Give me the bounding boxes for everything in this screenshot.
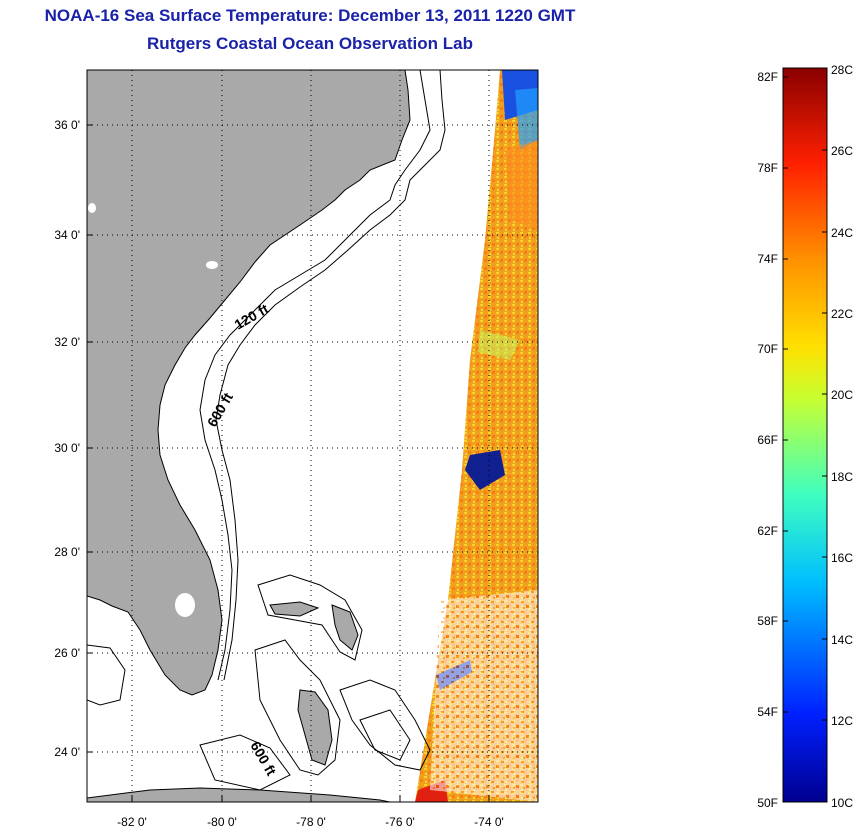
celsius-label: 24C — [831, 226, 853, 240]
fahrenheit-label: 70F — [757, 342, 778, 356]
grand-bahama-land — [269, 601, 320, 617]
graticule — [87, 70, 538, 802]
colorbar-fahrenheit-labels: 82F 78F 74F 70F 66F 62F 58F 54F 50F — [757, 70, 778, 810]
lat-label: 24 0' — [54, 745, 80, 759]
celsius-label: 16C — [831, 551, 853, 565]
celsius-label: 20C — [831, 388, 853, 402]
fahrenheit-label: 82F — [757, 70, 778, 84]
colorbar-celsius-labels: 28C 26C 24C 22C 20C 18C 16C 14C 12C 10C — [831, 63, 853, 810]
fahrenheit-label: 58F — [757, 614, 778, 628]
lat-label: 34 0' — [54, 228, 80, 242]
map-title: NOAA-16 Sea Surface Temperature: Decembe… — [44, 6, 576, 25]
lat-label: 36 0' — [54, 118, 80, 132]
lat-label: 32 0' — [54, 335, 80, 349]
celsius-label: 26C — [831, 144, 853, 158]
lon-label: -78 0' — [296, 815, 326, 829]
sst-swath — [415, 70, 538, 802]
celsius-label: 14C — [831, 633, 853, 647]
lat-label: 26 0' — [54, 646, 80, 660]
fahrenheit-label: 54F — [757, 705, 778, 719]
celsius-label: 22C — [831, 307, 853, 321]
longitude-labels: -82 0' -80 0' -78 0' -76 0' -74 0' — [117, 815, 504, 829]
lat-label: 28 0' — [54, 545, 80, 559]
inland-lake — [88, 203, 96, 213]
cuba-land — [87, 787, 391, 802]
lon-label: -82 0' — [117, 815, 147, 829]
fahrenheit-label: 62F — [757, 524, 778, 538]
colorbar-ticks — [783, 76, 827, 721]
lake-okeechobee — [175, 593, 195, 617]
fahrenheit-label: 74F — [757, 252, 778, 266]
bahamas-andros-land — [297, 689, 333, 766]
map-ticks — [87, 124, 490, 802]
lon-label: -74 0' — [474, 815, 504, 829]
map-frame — [86, 69, 539, 803]
map-subtitle: Rutgers Coastal Ocean Observation Lab — [147, 34, 473, 53]
fahrenheit-label: 78F — [757, 161, 778, 175]
fahrenheit-label: 66F — [757, 433, 778, 447]
lon-label: -80 0' — [207, 815, 237, 829]
celsius-label: 12C — [831, 714, 853, 728]
latitude-labels: 36 0' 34 0' 32 0' 30 0' 28 0' 26 0' 24 0… — [54, 118, 80, 759]
lon-label: -76 0' — [385, 815, 415, 829]
inland-lake — [206, 261, 218, 269]
celsius-label: 18C — [831, 470, 853, 484]
temperature-colorbar — [782, 67, 828, 803]
fahrenheit-label: 50F — [757, 796, 778, 810]
celsius-label: 10C — [831, 796, 853, 810]
bathymetry-contours — [87, 70, 446, 791]
bahamas-abaco-land — [331, 604, 359, 651]
celsius-label: 28C — [831, 63, 853, 77]
us-mainland-land — [87, 70, 411, 696]
lat-label: 30 0' — [54, 441, 80, 455]
